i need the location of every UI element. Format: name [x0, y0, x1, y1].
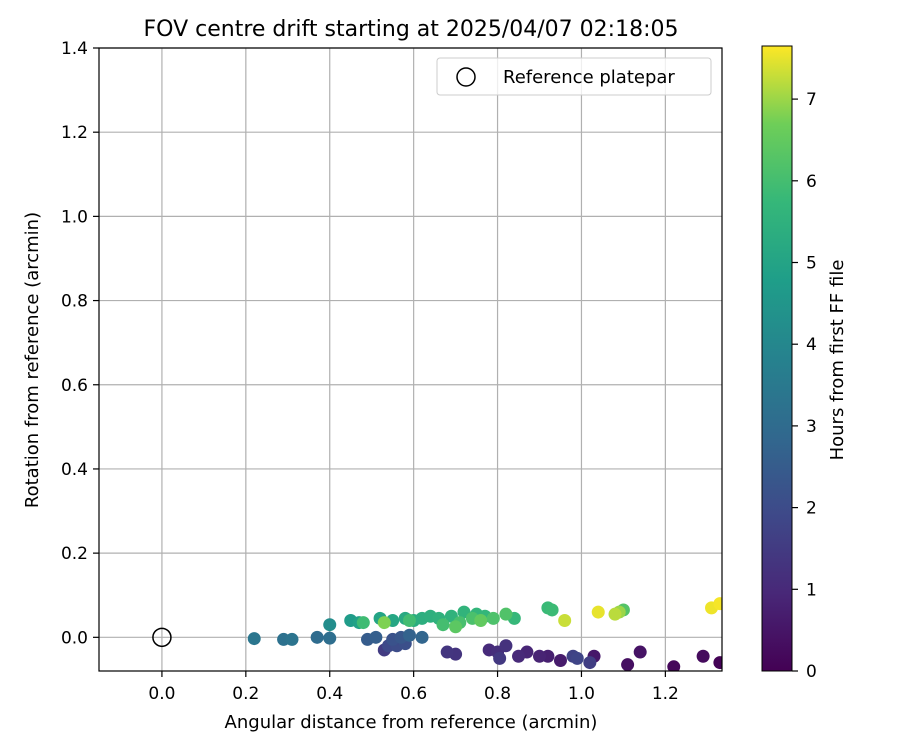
data-point [310, 630, 324, 644]
x-tick-label: 0.2 [232, 684, 259, 704]
grid-lines [99, 47, 722, 671]
data-point [499, 607, 513, 621]
colorbar-tick-label: 6 [806, 172, 817, 192]
data-point [402, 628, 416, 642]
data-point [499, 639, 513, 653]
data-point [377, 616, 391, 630]
x-tick-label: 0.0 [148, 684, 175, 704]
data-point [369, 630, 383, 644]
data-point [440, 645, 454, 659]
data-point [570, 651, 584, 665]
data-point [608, 607, 622, 621]
colorbar-tick-label: 7 [806, 90, 817, 110]
data-point [436, 618, 450, 632]
y-axis-label: Rotation from reference (arcmin) [22, 212, 43, 508]
data-point [356, 616, 370, 630]
y-tick-label: 0.0 [61, 628, 88, 648]
legend-entry-reference: Reference platepar [503, 67, 675, 88]
colorbar-ticks: 0 1 2 3 4 5 6 7 [792, 90, 817, 682]
y-tick-label: 0.8 [61, 292, 88, 312]
colorbar-tick-label: 0 [806, 662, 817, 682]
colorbar-gradient [761, 45, 793, 672]
data-point [713, 597, 722, 611]
legend-box [436, 57, 712, 96]
data-point [533, 649, 547, 663]
data-point [591, 605, 605, 619]
x-axis-ticks: 0.0 0.2 0.4 0.6 0.8 1.0 1.2 [148, 671, 679, 704]
colorbar-tick-label: 2 [806, 499, 817, 519]
data-point [713, 656, 722, 670]
x-tick-label: 1.2 [652, 684, 679, 704]
data-point [449, 620, 463, 634]
colorbar: 0 1 2 3 4 5 6 7 Hours from first FF file [761, 45, 848, 682]
colorbar-tick-label: 4 [806, 335, 817, 355]
data-point [583, 656, 597, 670]
data-point [486, 611, 500, 625]
y-tick-label: 1.4 [61, 39, 88, 59]
colorbar-tick-label: 5 [806, 254, 817, 274]
data-point [415, 630, 429, 644]
y-tick-label: 0.6 [61, 376, 88, 396]
data-point [696, 649, 710, 663]
y-tick-label: 1.0 [61, 207, 88, 227]
x-tick-label: 1.0 [568, 684, 595, 704]
data-point [558, 613, 572, 627]
x-axis-label: Angular distance from reference (arcmin) [225, 712, 598, 733]
reference-platepar-marker [152, 627, 172, 648]
data-point [402, 613, 416, 627]
data-point [667, 660, 681, 671]
data-point [553, 653, 567, 667]
data-point [633, 645, 647, 659]
data-point [512, 649, 526, 663]
legend: Reference platepar [436, 57, 712, 96]
x-tick-label: 0.6 [400, 684, 427, 704]
plot-frame [98, 47, 723, 672]
y-tick-label: 0.4 [61, 460, 88, 480]
colorbar-tick-label: 3 [806, 417, 817, 437]
data-point [545, 603, 559, 617]
y-axis-ticks: 0.0 0.2 0.4 0.6 0.8 1.0 1.2 1.4 [61, 39, 99, 648]
data-point [247, 632, 261, 646]
data-point [621, 658, 635, 671]
data-point [493, 651, 507, 665]
y-tick-label: 0.2 [61, 544, 88, 564]
colorbar-tick-label: 1 [806, 580, 817, 600]
y-tick-label: 1.2 [61, 123, 88, 143]
data-point [474, 613, 488, 627]
colorbar-label: Hours from first FF file [827, 260, 848, 461]
data-points [247, 597, 722, 671]
x-tick-label: 0.8 [484, 684, 511, 704]
data-point [323, 631, 337, 645]
legend-marker-icon [456, 67, 476, 87]
chart-title: FOV centre drift starting at 2025/04/07 … [144, 17, 679, 42]
data-point [323, 618, 337, 632]
x-tick-label: 0.4 [316, 684, 343, 704]
data-point [285, 632, 299, 646]
